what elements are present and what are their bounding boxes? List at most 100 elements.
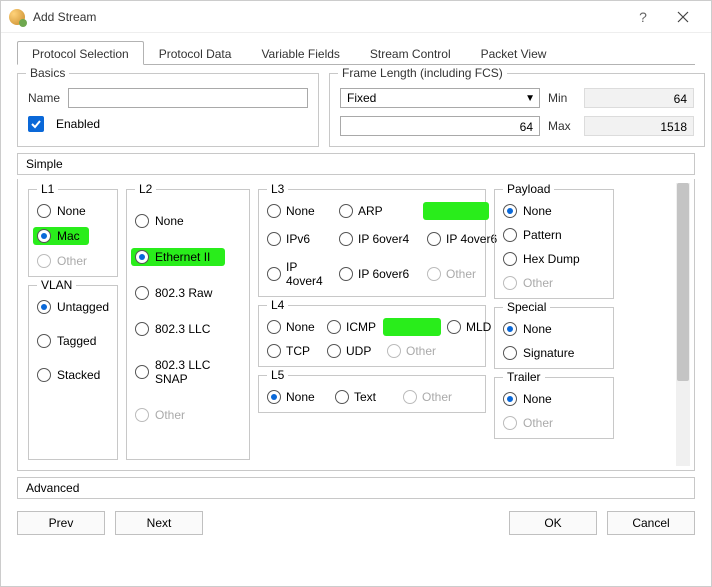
l4-icmp[interactable]: ICMP [327,320,379,334]
tab-packet-view[interactable]: Packet View [466,41,562,65]
legend-payload: Payload [503,182,554,196]
vlan-untagged[interactable]: Untagged [37,300,109,314]
label-name: Name [28,91,60,105]
legend-l3: L3 [267,182,288,196]
panel-l4: L4 None ICMP IGMP MLD TCP UDP Other [258,305,486,367]
l4-mld[interactable]: MLD [447,320,495,334]
l2-none[interactable]: None [135,214,241,228]
scrollbar-thumb[interactable] [677,183,689,381]
max-value: 1518 [584,116,694,136]
panel-l3: L3 None ARP IPv4 IPv6 IP 6over4 IP 4over… [258,189,486,297]
simple-scrollbar[interactable] [676,183,690,466]
frame-length-mode-select[interactable]: Fixed ▼ [340,88,540,108]
tabstrip: Protocol Selection Protocol Data Variabl… [17,41,695,65]
legend-l2: L2 [135,182,156,196]
panel-l5: L5 None Text Other [258,375,486,413]
radio-icon [135,214,149,228]
radio-icon [135,408,149,422]
radio-icon [37,334,51,348]
radio-icon [37,254,51,268]
enabled-checkbox[interactable] [28,116,44,132]
l1-mac[interactable]: Mac [37,229,109,243]
l4-none[interactable]: None [267,320,319,334]
radio-icon [135,322,149,336]
col-right: Payload None Pattern Hex Dump Other Spec… [494,189,614,460]
payload-hexdump[interactable]: Hex Dump [503,252,605,266]
trailer-none[interactable]: None [503,392,605,406]
l3-arp[interactable]: ARP [339,204,419,218]
radio-icon [37,229,51,243]
enabled-label: Enabled [56,117,100,131]
l2-8023llc[interactable]: 802.3 LLC [135,322,241,336]
legend-frame-length: Frame Length (including FCS) [338,66,507,80]
l2-ethernetii[interactable]: Ethernet II [135,250,241,264]
close-button[interactable] [663,2,703,32]
legend-l4: L4 [267,298,288,312]
l3-ip6over6[interactable]: IP 6over6 [339,267,419,281]
payload-other: Other [503,276,605,290]
section-simple-body: L1 None Mac [17,179,695,471]
l2-8023llcsnap[interactable]: 802.3 LLC SNAP [135,358,241,386]
legend-special: Special [503,300,550,314]
panel-l1: L1 None Mac [28,189,118,277]
tab-protocol-selection[interactable]: Protocol Selection [17,41,144,65]
window-title: Add Stream [33,10,96,24]
cancel-button[interactable]: Cancel [607,511,695,535]
payload-none[interactable]: None [503,204,605,218]
footer: Prev Next OK Cancel [17,503,695,535]
group-basics: Basics Name Enabled [17,73,319,147]
l5-text[interactable]: Text [335,390,395,404]
app-icon [9,9,25,25]
chevron-down-icon: ▼ [525,93,535,104]
help-button[interactable]: ? [623,2,663,32]
titlebar: Add Stream ? [1,1,711,33]
next-button[interactable]: Next [115,511,203,535]
simple-scrollarea: L1 None Mac [18,179,676,470]
payload-pattern[interactable]: Pattern [503,228,605,242]
l2-8023raw[interactable]: 802.3 Raw [135,286,241,300]
l3-ip6over4[interactable]: IP 6over4 [339,232,419,246]
l4-udp[interactable]: UDP [327,344,379,358]
legend-vlan: VLAN [37,278,76,292]
col-l2: L2 None Ethernet II [126,189,250,460]
frame-length-value[interactable]: 64 [340,116,540,136]
col-l3-l4-l5: L3 None ARP IPv4 IPv6 IP 6over4 IP 4over… [258,189,486,460]
radio-icon [135,250,149,264]
radio-icon [37,368,51,382]
l1-none[interactable]: None [37,204,109,218]
client-area: Protocol Selection Protocol Data Variabl… [1,33,711,586]
label-min: Min [548,91,576,105]
l3-ip4over4[interactable]: IP 4over4 [267,260,331,288]
special-signature[interactable]: Signature [503,346,605,360]
legend-l1: L1 [37,182,58,196]
row-name: Name [28,88,308,108]
radio-icon [37,204,51,218]
radio-icon [37,300,51,314]
legend-l5: L5 [267,368,288,382]
tab-protocol-data[interactable]: Protocol Data [144,41,247,65]
section-advanced-header[interactable]: Advanced [17,477,695,499]
row-enabled: Enabled [28,116,308,132]
group-frame-length: Frame Length (including FCS) Fixed ▼ Min… [329,73,705,147]
min-value: 64 [584,88,694,108]
l4-tcp[interactable]: TCP [267,344,319,358]
ok-button[interactable]: OK [509,511,597,535]
tab-variable-fields[interactable]: Variable Fields [246,41,354,65]
l3-ipv6[interactable]: IPv6 [267,232,331,246]
l5-none[interactable]: None [267,390,327,404]
name-input[interactable] [68,88,308,108]
l4-igmp[interactable]: IGMP [387,320,439,334]
vlan-tagged[interactable]: Tagged [37,334,109,348]
tab-stream-control[interactable]: Stream Control [355,41,466,65]
legend-trailer: Trailer [503,370,545,384]
panel-special: Special None Signature [494,307,614,369]
legend-basics: Basics [26,66,69,80]
l4-other: Other [387,344,439,358]
special-none[interactable]: None [503,322,605,336]
prev-button[interactable]: Prev [17,511,105,535]
l3-none[interactable]: None [267,204,331,218]
frame-length-mode-value: Fixed [347,91,376,105]
vlan-stacked[interactable]: Stacked [37,368,109,382]
panel-vlan: VLAN Untagged Tagged [28,285,118,460]
section-simple-header[interactable]: Simple [17,153,695,175]
